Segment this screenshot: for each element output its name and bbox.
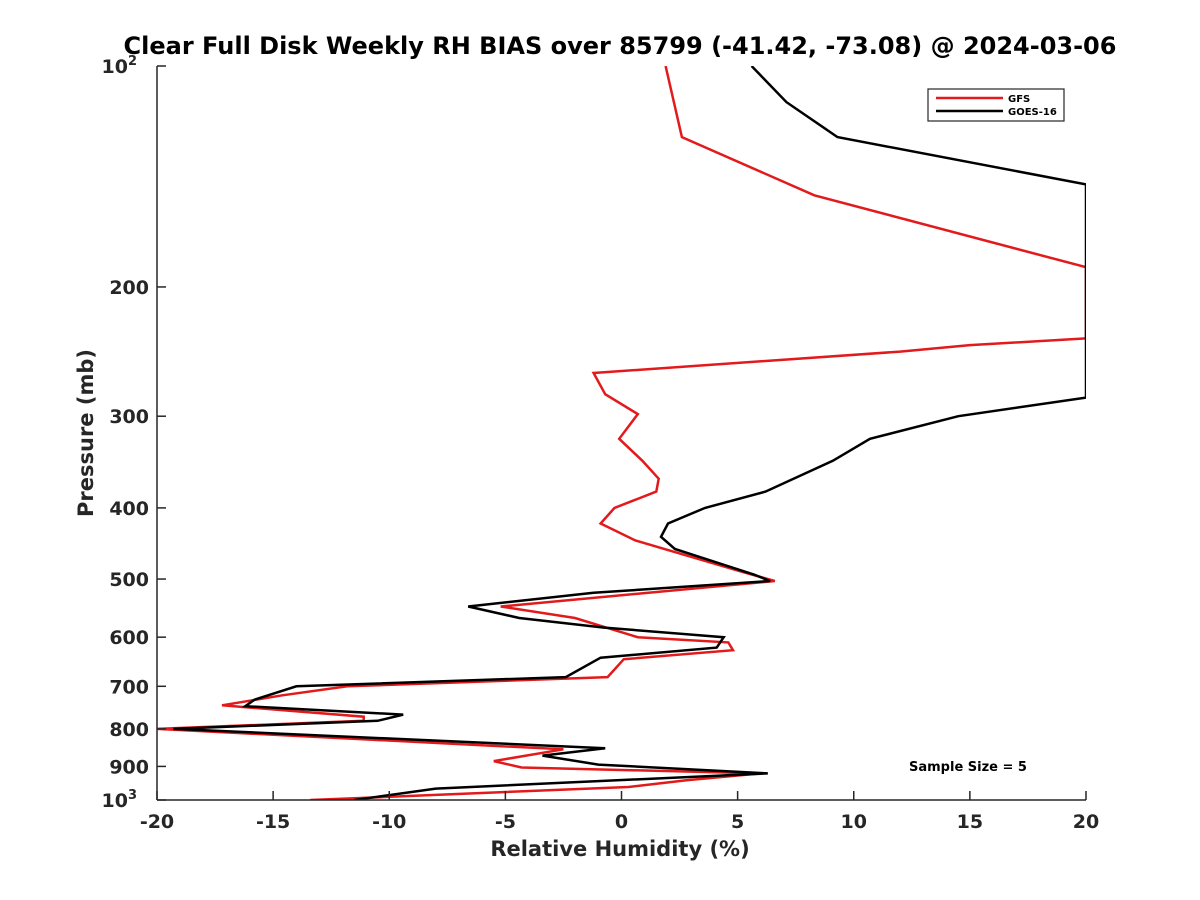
- sample-size-annotation: Sample Size = 5: [909, 760, 1027, 775]
- legend-label-goes-16: GOES-16: [1008, 107, 1057, 118]
- y-tick-label: 300: [109, 406, 149, 428]
- y-tick-label: 200: [109, 277, 149, 299]
- y-tick-label: 800: [109, 719, 149, 741]
- x-tick-label: 20: [1073, 811, 1099, 833]
- axes: [156, 65, 1087, 801]
- y-axis-label: Pressure (mb): [74, 349, 98, 517]
- legend: GFS GOES-16: [927, 88, 1065, 122]
- series-layer: [157, 66, 1086, 800]
- series-line-goes-16: [173, 66, 1086, 800]
- y-tick-label: 600: [109, 627, 149, 649]
- x-tick-label: -20: [140, 811, 174, 833]
- chart-title: Clear Full Disk Weekly RH BIAS over 8579…: [124, 32, 1117, 60]
- x-tick-label: 15: [957, 811, 983, 833]
- y-tick-label: 103: [102, 788, 138, 812]
- x-tick-label: 10: [841, 811, 867, 833]
- x-tick-label: 0: [615, 811, 628, 833]
- series-group: [157, 66, 1086, 800]
- x-tick-label: -15: [256, 811, 290, 833]
- series-line-gfs: [157, 66, 1086, 800]
- x-tick-label: 5: [731, 811, 744, 833]
- y-tick-exponent: 3: [128, 788, 137, 803]
- y-tick-label: 700: [109, 676, 149, 698]
- y-tick-label: 102: [102, 54, 138, 78]
- y-tick-exponent: 2: [128, 54, 137, 69]
- tick-labels: -20 -15 -10 -5 0 5 10 15 20 102 200 300 400 500 600 700…: [102, 54, 1100, 833]
- x-axis-label: Relative Humidity (%): [490, 837, 749, 861]
- x-tick-label: -10: [372, 811, 406, 833]
- x-tick-label: -5: [495, 811, 516, 833]
- y-tick-label: 500: [109, 569, 149, 591]
- y-tick-label: 400: [109, 498, 149, 520]
- y-tick-label: 900: [109, 756, 149, 778]
- legend-label-gfs: GFS: [1008, 94, 1030, 105]
- legend-box: [927, 88, 1065, 122]
